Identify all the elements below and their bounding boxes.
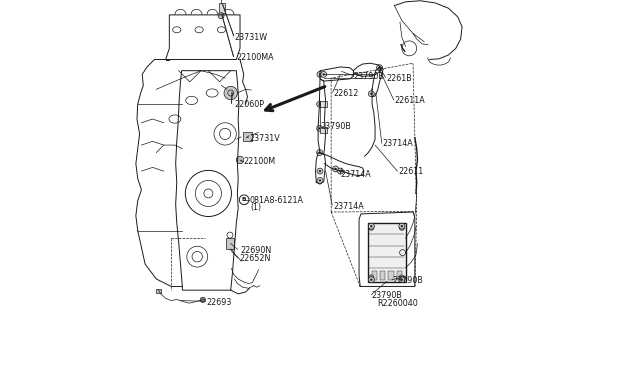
Circle shape [399,275,404,280]
Circle shape [319,151,321,154]
Circle shape [319,127,321,129]
Text: (1): (1) [250,203,262,212]
Circle shape [317,177,323,183]
Text: 23714A: 23714A [333,202,364,211]
Circle shape [319,170,321,172]
Circle shape [317,101,323,107]
Bar [225,238,234,249]
Circle shape [323,73,325,76]
Bar [319,101,327,107]
Text: B: B [242,197,246,202]
Circle shape [399,225,404,230]
Circle shape [370,279,372,281]
Circle shape [369,277,374,283]
Text: 23714A: 23714A [383,140,413,148]
Bar [388,271,394,280]
Circle shape [399,277,405,283]
Text: 23790B: 23790B [371,291,402,300]
Circle shape [369,91,374,97]
Circle shape [376,65,383,71]
Circle shape [224,86,237,100]
Circle shape [370,276,372,279]
Circle shape [369,225,374,230]
Bar [156,289,161,293]
Circle shape [401,225,403,227]
Text: 23790B: 23790B [392,276,424,285]
Text: 22060P: 22060P [234,100,264,109]
Circle shape [401,227,403,229]
Text: 22100MA: 22100MA [236,53,274,62]
Circle shape [335,168,337,170]
Text: 23790B: 23790B [320,122,351,131]
Circle shape [399,223,405,229]
Circle shape [333,166,339,172]
Circle shape [378,67,381,69]
Text: 22652N: 22652N [239,254,270,263]
Circle shape [319,179,321,182]
Bar [397,271,402,280]
Text: 22690N: 22690N [240,246,271,255]
Text: 23731W: 23731W [234,33,268,42]
Text: 22611: 22611 [398,167,424,176]
Bar [380,271,385,280]
Text: 23790B: 23790B [353,72,385,81]
Circle shape [319,73,321,76]
Text: 23731V: 23731V [250,134,280,143]
Circle shape [200,297,205,302]
Circle shape [337,168,344,174]
Bar [243,132,252,141]
Circle shape [218,13,224,19]
Circle shape [317,168,323,174]
Circle shape [321,71,326,77]
Circle shape [317,71,323,77]
Circle shape [369,223,374,229]
Text: 2261B: 2261B [386,74,412,83]
Text: 22611A: 22611A [394,96,425,105]
Circle shape [317,150,323,155]
Text: 22612: 22612 [333,89,358,97]
Circle shape [401,279,403,281]
Text: 22693: 22693 [207,298,232,307]
Text: 081A8-6121A: 081A8-6121A [250,196,303,205]
Bar [219,3,225,13]
Text: 23714A: 23714A [340,170,371,179]
Circle shape [317,125,323,131]
Circle shape [370,227,372,229]
Text: 22100M: 22100M [244,157,276,166]
Circle shape [339,170,342,172]
Bar [319,127,327,133]
Circle shape [369,275,374,280]
Circle shape [319,103,321,105]
Circle shape [370,93,372,95]
Text: R2260040: R2260040 [378,299,419,308]
Circle shape [401,276,403,279]
Circle shape [236,156,244,164]
Bar [367,223,406,282]
Bar [372,271,378,280]
Circle shape [370,225,372,227]
